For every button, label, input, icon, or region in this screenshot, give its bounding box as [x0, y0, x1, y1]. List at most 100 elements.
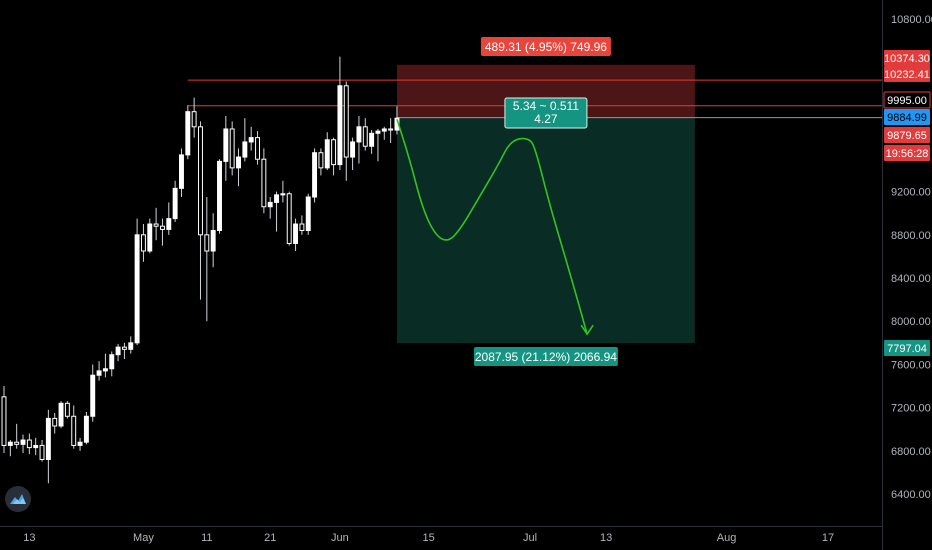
stop-price-badge: 10374.30	[884, 50, 930, 66]
ratio-label-line2: 4.27	[534, 112, 558, 126]
candle	[179, 148, 184, 198]
candle	[198, 121, 203, 300]
candle	[140, 224, 146, 262]
candle-body	[33, 444, 39, 449]
candle-body	[318, 152, 324, 169]
candle-body	[45, 417, 51, 460]
resistance-low-badge: 9995.00	[883, 91, 931, 109]
price-tick-label: 10800.00	[891, 14, 932, 26]
tradingview-logo-icon[interactable]	[5, 486, 31, 512]
candle	[64, 401, 70, 419]
candle-body	[102, 368, 108, 372]
price-tick-label: 8400.00	[891, 273, 931, 285]
time-tick-label: 13	[23, 532, 35, 544]
price-scale[interactable]: 10800.00 9200.00 8800.00 8400.00 8000.00 7600…	[891, 14, 932, 501]
risk-label-box: 489.31 (4.95%) 749.96	[480, 37, 611, 56]
candle	[331, 137, 337, 176]
entry-price-badge: 9879.65	[884, 127, 930, 143]
candle	[299, 215, 305, 235]
countdown-badge-text: 19:56:28	[886, 148, 929, 160]
price-tick-label: 8800.00	[891, 230, 931, 242]
candle-body	[153, 223, 159, 227]
candle	[362, 118, 368, 151]
candle	[71, 405, 77, 449]
candle	[14, 423, 20, 449]
candle	[267, 197, 273, 219]
candle-body	[14, 441, 20, 445]
candle	[350, 137, 356, 171]
candle	[39, 440, 45, 462]
candle	[369, 130, 375, 154]
candle-body	[128, 342, 134, 350]
candle	[261, 148, 267, 214]
current-price-badge: 9884.99	[884, 109, 930, 125]
candle-body	[350, 141, 356, 158]
candle-body	[210, 229, 216, 252]
price-tick-label: 7200.00	[891, 403, 931, 415]
price-tick-label: 6800.00	[891, 446, 931, 458]
resistance-high-badge-text: 10232.41	[884, 69, 930, 81]
candle-body	[83, 415, 89, 443]
candle-body	[159, 225, 165, 230]
candle-body	[236, 156, 241, 169]
candle	[166, 202, 172, 235]
candle	[77, 437, 83, 451]
candle	[305, 193, 311, 235]
candle-body	[198, 126, 203, 236]
candle	[236, 148, 241, 187]
candle	[337, 56, 343, 171]
candle-body	[274, 194, 280, 203]
candle	[375, 128, 381, 162]
projection-path[interactable]	[396, 119, 588, 335]
candle-body	[362, 126, 368, 147]
time-tick-label: 13	[600, 532, 612, 544]
countdown-badge: 19:56:28	[884, 145, 930, 161]
candle-body	[337, 85, 343, 166]
candle	[229, 121, 235, 176]
price-tick-label: 8000.00	[891, 316, 931, 328]
candle	[115, 343, 121, 362]
candle-body	[147, 223, 153, 252]
candle-body	[229, 128, 235, 169]
candle-body	[140, 234, 146, 252]
current-price-badge-text: 9884.99	[887, 112, 927, 124]
candle	[217, 159, 222, 234]
candle-body	[331, 139, 337, 166]
candle-body	[134, 234, 140, 344]
candle-body	[248, 137, 254, 143]
ratio-label-box: 5.34 ~ 0.511 4.27	[504, 97, 588, 129]
candle-body	[185, 111, 191, 156]
candle-body	[7, 441, 13, 446]
candle	[388, 118, 394, 144]
candle	[90, 364, 96, 422]
target-label-box: 2087.95 (21.12%) 2066.94	[473, 347, 618, 366]
candle-body	[223, 128, 229, 162]
candle-body	[26, 439, 32, 449]
candle	[172, 180, 178, 222]
time-tick-label: Jun	[331, 532, 349, 544]
time-scale[interactable]: 13 May 11 21 Jun 15 Jul 13 Aug 17	[23, 532, 834, 544]
short-position-tool[interactable]	[396, 64, 882, 344]
candle-body	[71, 415, 77, 446]
candle	[248, 126, 254, 151]
candle-body	[255, 137, 260, 160]
candle	[58, 401, 64, 429]
projection-arrowhead	[580, 324, 594, 336]
candle-body	[343, 85, 349, 158]
candle-body	[191, 111, 197, 128]
candle-body	[39, 444, 45, 460]
candle	[280, 180, 286, 203]
candle-body	[90, 374, 96, 417]
time-tick-label: 17	[822, 532, 834, 544]
candle	[343, 81, 349, 181]
candle-body	[388, 128, 394, 131]
candle	[312, 148, 318, 203]
candle-body	[121, 346, 127, 350]
candle	[26, 433, 32, 455]
candle	[324, 132, 330, 171]
time-tick-label: 15	[423, 532, 435, 544]
candle	[134, 218, 140, 345]
price-tick-label: 6400.00	[891, 489, 931, 501]
candle-body	[172, 187, 178, 220]
